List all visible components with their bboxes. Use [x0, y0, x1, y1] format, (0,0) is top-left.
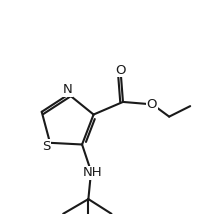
Text: N: N [63, 83, 72, 96]
Text: S: S [42, 140, 50, 153]
Text: O: O [116, 63, 126, 77]
Text: O: O [147, 97, 157, 111]
Text: NH: NH [83, 166, 102, 179]
